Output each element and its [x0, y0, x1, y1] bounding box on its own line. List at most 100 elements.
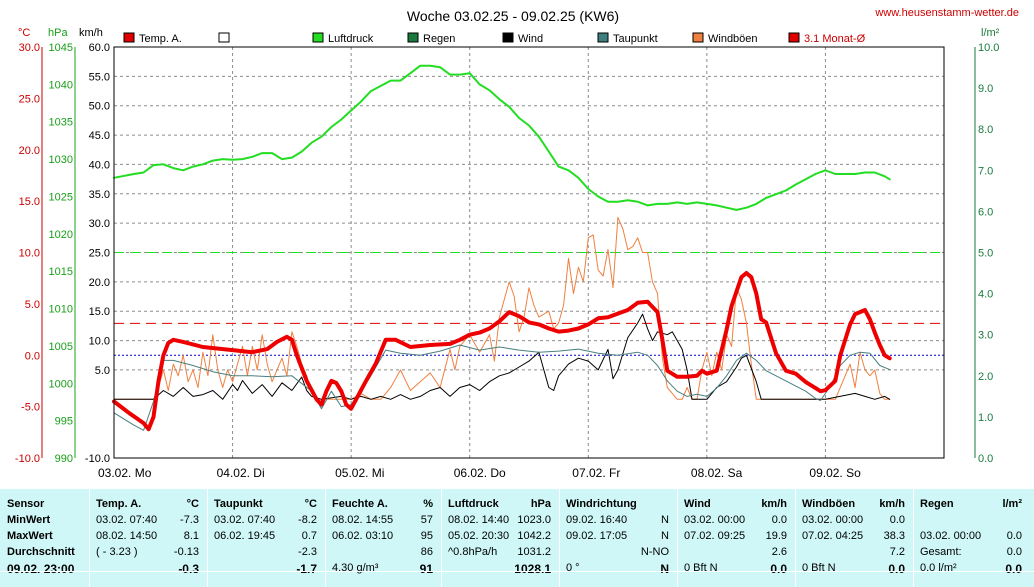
wind-axis-tick: 35.0: [89, 189, 110, 201]
dew-max-value: 0.7: [301, 530, 317, 542]
dew-min-time: 03.02. 07:40: [214, 514, 276, 526]
press-unit: hPa: [530, 498, 551, 510]
rain-max-time: 03.02. 00:00: [920, 530, 982, 542]
rain-axis-tick: 10.0: [978, 42, 999, 54]
gust-avg-value: 7.2: [889, 546, 905, 558]
press-header: Luftdruck: [448, 498, 499, 510]
series-windböen: [113, 216, 891, 400]
plot-frame: [113, 46, 945, 459]
temp-axis-tick: 20.0: [19, 145, 40, 157]
temp-unit: °C: [186, 498, 199, 510]
temp-axis-tick: -5.0: [21, 402, 40, 414]
hum-min-value: 57: [420, 514, 433, 526]
x-tick-label: 05.02. Mi: [335, 466, 384, 480]
x-tick-label: 07.02. Fr: [572, 466, 620, 480]
wind-axis-tick: 10.0: [89, 336, 110, 348]
pressure-axis-tick: 990: [55, 453, 73, 465]
gust-header: Windböen: [802, 498, 856, 510]
pressure-axis-tick: 1015: [49, 266, 73, 278]
wind-axis-tick: 45.0: [89, 130, 110, 142]
series-taupunkt: [113, 344, 891, 431]
dir-max-value: N: [661, 530, 669, 542]
dew-avg-value: -2.3: [298, 546, 317, 558]
rain-header: Regen: [920, 498, 954, 510]
temp-avg-note: ( - 3.23 ): [96, 546, 138, 558]
temp-max-value: 8.1: [183, 530, 199, 542]
hum-unit: %: [423, 498, 433, 510]
dew-max-time: 06.02. 19:45: [214, 530, 276, 542]
rain-rate: 0.0 l/m²: [920, 562, 957, 574]
dew-header: Taupunkt: [214, 498, 263, 510]
gust-max-time: 07.02. 04:25: [802, 530, 864, 542]
rain-axis-tick: 5.0: [978, 248, 993, 260]
press-avg-value: 1031.2: [517, 546, 551, 558]
rain-current-value: 0.0: [1005, 562, 1022, 576]
pressure-axis-tick: 1005: [49, 341, 73, 353]
temp-axis-tick: -10.0: [15, 453, 40, 465]
x-tick-label: 09.02. So: [809, 466, 861, 480]
pressure-axis-tick: 1045: [49, 42, 73, 54]
legend-label: Regen: [423, 33, 455, 45]
gust-min-time: 03.02. 00:00: [802, 514, 864, 526]
wind-header: Wind: [684, 498, 711, 510]
rain-total-label: Gesamt:: [920, 546, 962, 558]
stats-col-dewpoint: Taupunkt °C 03.02. 07:40 -8.2 06.02. 19:…: [207, 489, 325, 587]
weather-chart: -10.0 -5.0 0.0 5.0 10.0 15.0 20.0 25.0 30.0 990 99…: [14, 7, 1019, 480]
rain-axis-tick: 8.0: [978, 124, 993, 136]
rain-axis-tick: 2.0: [978, 371, 993, 383]
gust-max-value: 38.3: [883, 530, 905, 542]
temp-axis-unit: °C: [18, 27, 30, 39]
series-wind: [113, 313, 891, 400]
rain-max-value: 0.0: [1006, 530, 1022, 542]
series-temp-a-: [112, 271, 892, 432]
press-max-value: 1042.2: [517, 530, 551, 542]
wind-beaufort: 0 Bft N: [684, 562, 718, 574]
hum-current-value: 91: [419, 562, 433, 576]
series-luftdruck: [113, 64, 891, 211]
stats-col-pressure: Luftdruck hPa 08.02. 14:40 1023.0 05.02.…: [441, 489, 559, 587]
wind-min-time: 03.02. 00:00: [684, 514, 746, 526]
pressure-axis-tick: 1040: [49, 79, 73, 91]
wind-max-time: 07.02. 09:25: [684, 530, 746, 542]
dir-min-value: N: [661, 514, 669, 526]
x-tick-label: 06.02. Do: [454, 466, 506, 480]
wind-axis-tick: 60.0: [89, 42, 110, 54]
wind-axis-tick: 20.0: [89, 277, 110, 289]
rain-unit: l/m²: [1002, 498, 1022, 510]
wind-axis-tick: 5.0: [95, 365, 110, 377]
row-label-avg: Durchschnitt: [7, 546, 75, 558]
pressure-axis-tick: 1025: [49, 192, 73, 204]
wind-axis-tick: -10.0: [85, 453, 110, 465]
website-link[interactable]: www.heusenstamm-wetter.de: [874, 7, 1019, 19]
hum-absolute: 4.30 g/m³: [332, 562, 379, 574]
wind-min-value: 0.0: [771, 514, 787, 526]
rain-axis-tick: 4.0: [978, 289, 993, 301]
legend-label: Luftdruck: [328, 33, 374, 45]
press-trend: ^0.8hPa/h: [448, 546, 498, 558]
wind-axis-tick: 55.0: [89, 71, 110, 83]
statistics-table: Sensor MinWert MaxWert Durchschnitt 09.0…: [0, 489, 1034, 587]
dir-max-time: 09.02. 17:05: [566, 530, 628, 542]
temp-header: Temp. A.: [96, 498, 142, 510]
temp-axis-tick: 10.0: [19, 248, 40, 260]
x-tick-label: 03.02. Mo: [98, 466, 152, 480]
dew-unit: °C: [304, 498, 317, 510]
rain-total-value: 0.0: [1006, 546, 1022, 558]
wind-axis-unit: km/h: [79, 27, 103, 39]
wind-axis-tick: 30.0: [89, 218, 110, 230]
pressure-axis-tick: 1020: [49, 229, 73, 241]
stats-col-gusts: Windböen km/h 03.02. 00:00 0.0 07.02. 04…: [795, 489, 913, 587]
temp-min-value: -7.3: [180, 514, 199, 526]
legend-swatch: [312, 32, 324, 43]
gust-unit: km/h: [879, 498, 905, 510]
rain-axis-tick: 0.0: [978, 453, 993, 465]
temp-axis-tick: 0.0: [25, 350, 40, 362]
x-tick-label: 08.02. Sa: [691, 466, 743, 480]
gust-current-value: 0.0: [888, 562, 905, 576]
rain-axis-tick: 7.0: [978, 165, 993, 177]
temp-avg-value: -0.13: [173, 546, 199, 558]
dir-header: Windrichtung: [566, 498, 637, 510]
press-current-value: 1028.1: [514, 562, 551, 576]
dir-min-time: 09.02. 16:40: [566, 514, 628, 526]
stats-col-temp: Temp. A. °C 03.02. 07:40 -7.3 08.02. 14:…: [89, 489, 207, 587]
